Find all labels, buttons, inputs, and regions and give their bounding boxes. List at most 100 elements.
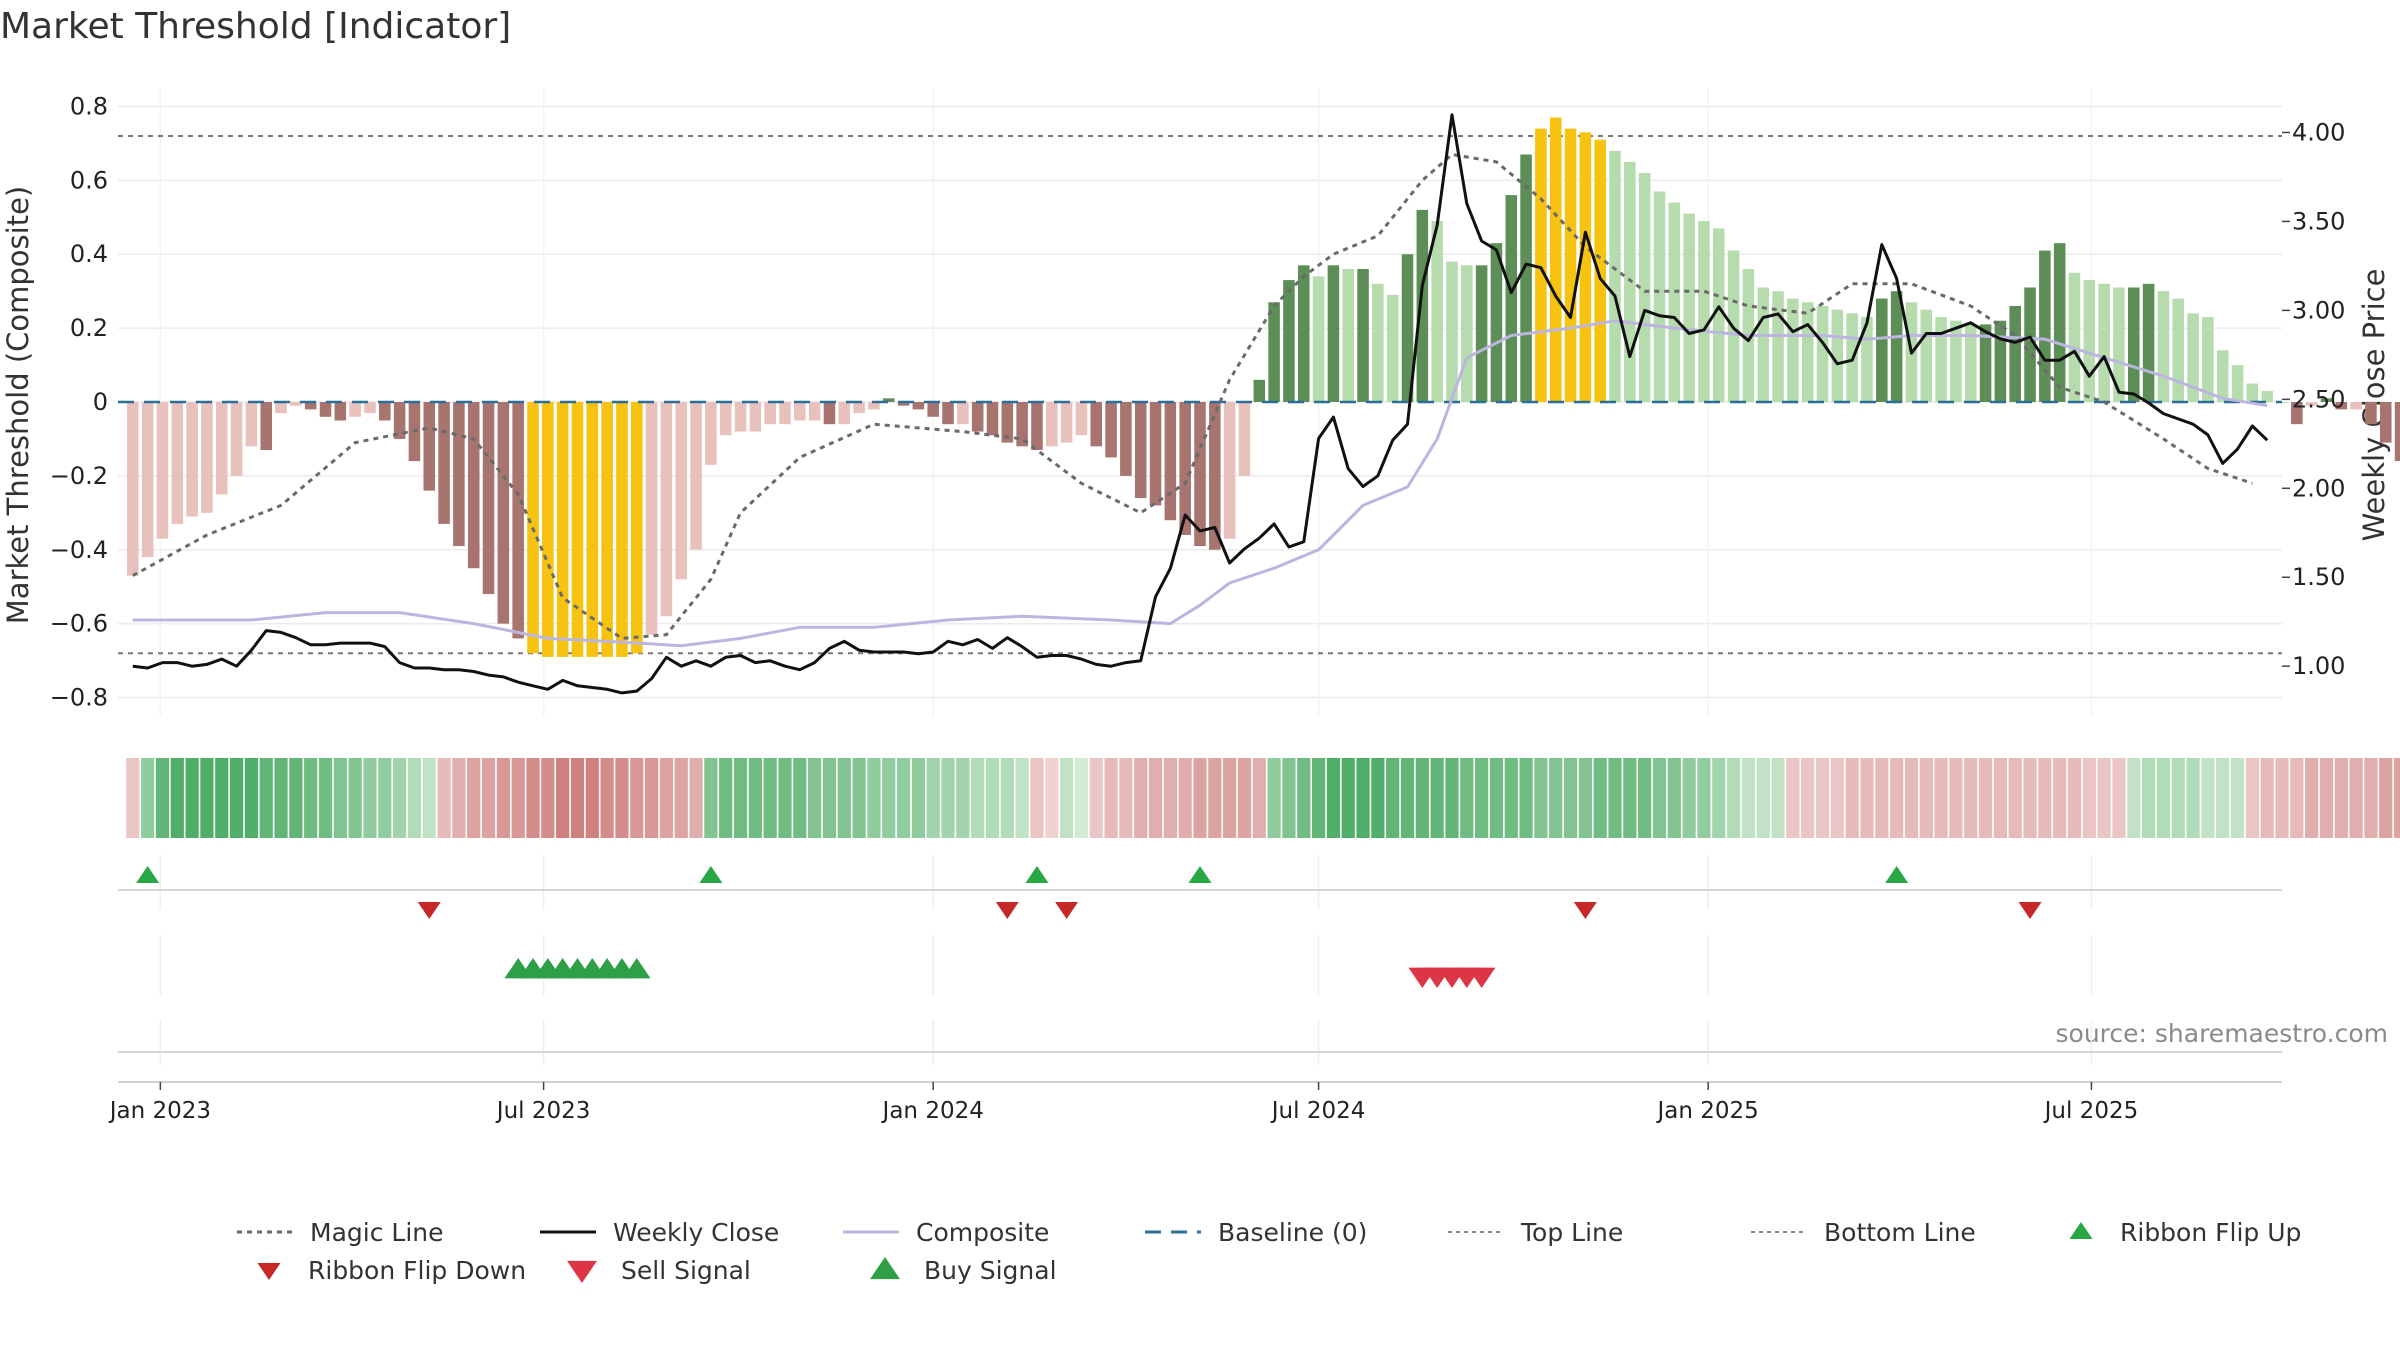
composite-bar bbox=[1342, 269, 1354, 402]
composite-bar bbox=[1461, 265, 1473, 402]
ribbon-cell bbox=[318, 758, 333, 838]
ribbon-cell bbox=[229, 758, 244, 838]
composite-bar bbox=[319, 402, 332, 417]
ribbon-cell bbox=[1771, 758, 1785, 838]
composite-bar bbox=[260, 402, 272, 451]
ribbon-cell bbox=[1786, 758, 1800, 838]
legend-item-ribbon-flip-up: Ribbon Flip Up bbox=[2069, 1218, 2301, 1247]
x-tick-label: Jul 2024 bbox=[1270, 1098, 1366, 1124]
ribbon-cell bbox=[2156, 758, 2171, 838]
ribbon-cell bbox=[2201, 758, 2215, 838]
composite-bar bbox=[986, 402, 999, 436]
composite-bar bbox=[1372, 283, 1384, 402]
composite-bar bbox=[1890, 291, 1903, 402]
ribbon-cell bbox=[155, 758, 170, 838]
composite-bar bbox=[1505, 195, 1518, 402]
composite-bar bbox=[2039, 250, 2051, 402]
legend-label: Composite bbox=[916, 1218, 1049, 1247]
composite-bar bbox=[1194, 402, 1206, 547]
ribbon-flip-down-marker bbox=[2018, 902, 2042, 919]
y-tick-label: 0.6 bbox=[70, 166, 108, 194]
series-lines bbox=[118, 113, 2282, 695]
ribbon-cell bbox=[585, 758, 599, 838]
ribbon-cell bbox=[2053, 758, 2067, 838]
composite-bar bbox=[2216, 350, 2229, 402]
ribbon-cell bbox=[615, 758, 629, 838]
ribbon-cell bbox=[541, 758, 555, 838]
composite-bar bbox=[2053, 243, 2066, 402]
composite-bar bbox=[1609, 150, 1621, 402]
y-tick-label: 0.2 bbox=[70, 314, 108, 342]
composite-bar bbox=[660, 402, 673, 617]
chart-title: Market Threshold [Indicator] bbox=[0, 6, 511, 47]
ribbon-cell bbox=[1045, 758, 1059, 838]
composite-bar bbox=[1401, 254, 1414, 402]
ribbon-cell bbox=[1949, 758, 1963, 838]
x-axis-ticks: Jan 2023 Jul 2023 Jan 2024 Jul 2024 Jan 2025… bbox=[108, 1081, 2282, 1124]
y-axis-ticks: 0.8 0.6 0.4 0.2 0 −0.2 −0.4 −0.6 −0.8 bbox=[50, 92, 108, 711]
legend: Magic Line Weekly Close Composite Baseline … bbox=[237, 1218, 2301, 1285]
ribbon-cell bbox=[1445, 758, 1459, 838]
ribbon-cell bbox=[2097, 758, 2111, 838]
ribbon-cell bbox=[1237, 758, 1252, 838]
composite-bar bbox=[1653, 191, 1666, 402]
composite-bar bbox=[2365, 402, 2377, 425]
ribbon-cell bbox=[1074, 758, 1089, 838]
composite-bar bbox=[1179, 402, 1191, 535]
composite-bar bbox=[1046, 402, 1058, 447]
ribbon-cell bbox=[1223, 758, 1237, 838]
composite-bar bbox=[1876, 298, 1888, 402]
composite-bar bbox=[1564, 128, 1577, 402]
composite-bar bbox=[186, 402, 198, 517]
ribbon-cell bbox=[1904, 758, 1919, 838]
ribbon-cell bbox=[1549, 758, 1563, 838]
composite-bar bbox=[1223, 402, 1236, 539]
composite-bar bbox=[482, 402, 495, 595]
composite-bar bbox=[1031, 402, 1043, 451]
composite-bar bbox=[1668, 202, 1681, 402]
gridlines bbox=[118, 88, 2282, 1065]
composite-bar bbox=[2261, 390, 2273, 402]
composite-bar bbox=[1416, 209, 1429, 402]
composite-bar bbox=[1075, 402, 1088, 436]
ribbon-cell bbox=[1104, 758, 1118, 838]
ribbon-flip-up-marker bbox=[136, 866, 160, 883]
composite-bar bbox=[927, 402, 939, 417]
ribbon-strip bbox=[126, 758, 2400, 838]
composite-bar bbox=[2142, 283, 2155, 402]
composite-bar bbox=[1831, 309, 1844, 402]
ribbon-cell bbox=[1563, 758, 1578, 838]
ribbon-cell bbox=[1519, 758, 1533, 838]
ribbon-cell bbox=[2334, 758, 2348, 838]
composite-bar bbox=[1475, 265, 1488, 402]
y-tick-label: −0.8 bbox=[50, 684, 108, 712]
ribbon-cell bbox=[778, 758, 792, 838]
composite-bar bbox=[1431, 220, 1443, 402]
composite-bar bbox=[586, 402, 599, 657]
composite-bar bbox=[1090, 402, 1103, 447]
composite-bar bbox=[630, 402, 643, 654]
ribbon-cell bbox=[644, 758, 659, 838]
legend-label: Top Line bbox=[1520, 1218, 1623, 1247]
composite-bar bbox=[957, 402, 969, 425]
composite-bar bbox=[1801, 302, 1814, 402]
ribbon-cell bbox=[1534, 758, 1548, 838]
legend-item-bottom-line: Bottom Line bbox=[1751, 1218, 1976, 1247]
composite-bar bbox=[1861, 317, 1873, 402]
ribbon-cell bbox=[1489, 758, 1504, 838]
composite-bar bbox=[571, 402, 584, 657]
composite-bar bbox=[1253, 379, 1266, 402]
composite-bar bbox=[1772, 291, 1784, 402]
ribbon-cell bbox=[1267, 758, 1281, 838]
legend-item-weekly-close: Weekly Close bbox=[540, 1218, 779, 1247]
composite-bar bbox=[868, 402, 880, 410]
composite-bar bbox=[423, 402, 436, 491]
composite-bar bbox=[1979, 324, 1992, 402]
composite-bar bbox=[2157, 291, 2170, 402]
ribbon-cell bbox=[2082, 758, 2096, 838]
ribbon-cell bbox=[1059, 758, 1074, 838]
ribbon-cell bbox=[1964, 758, 1978, 838]
composite-bar bbox=[794, 402, 806, 421]
legend-item-baseline-0-: Baseline (0) bbox=[1145, 1218, 1367, 1247]
composite-bar bbox=[749, 402, 762, 432]
